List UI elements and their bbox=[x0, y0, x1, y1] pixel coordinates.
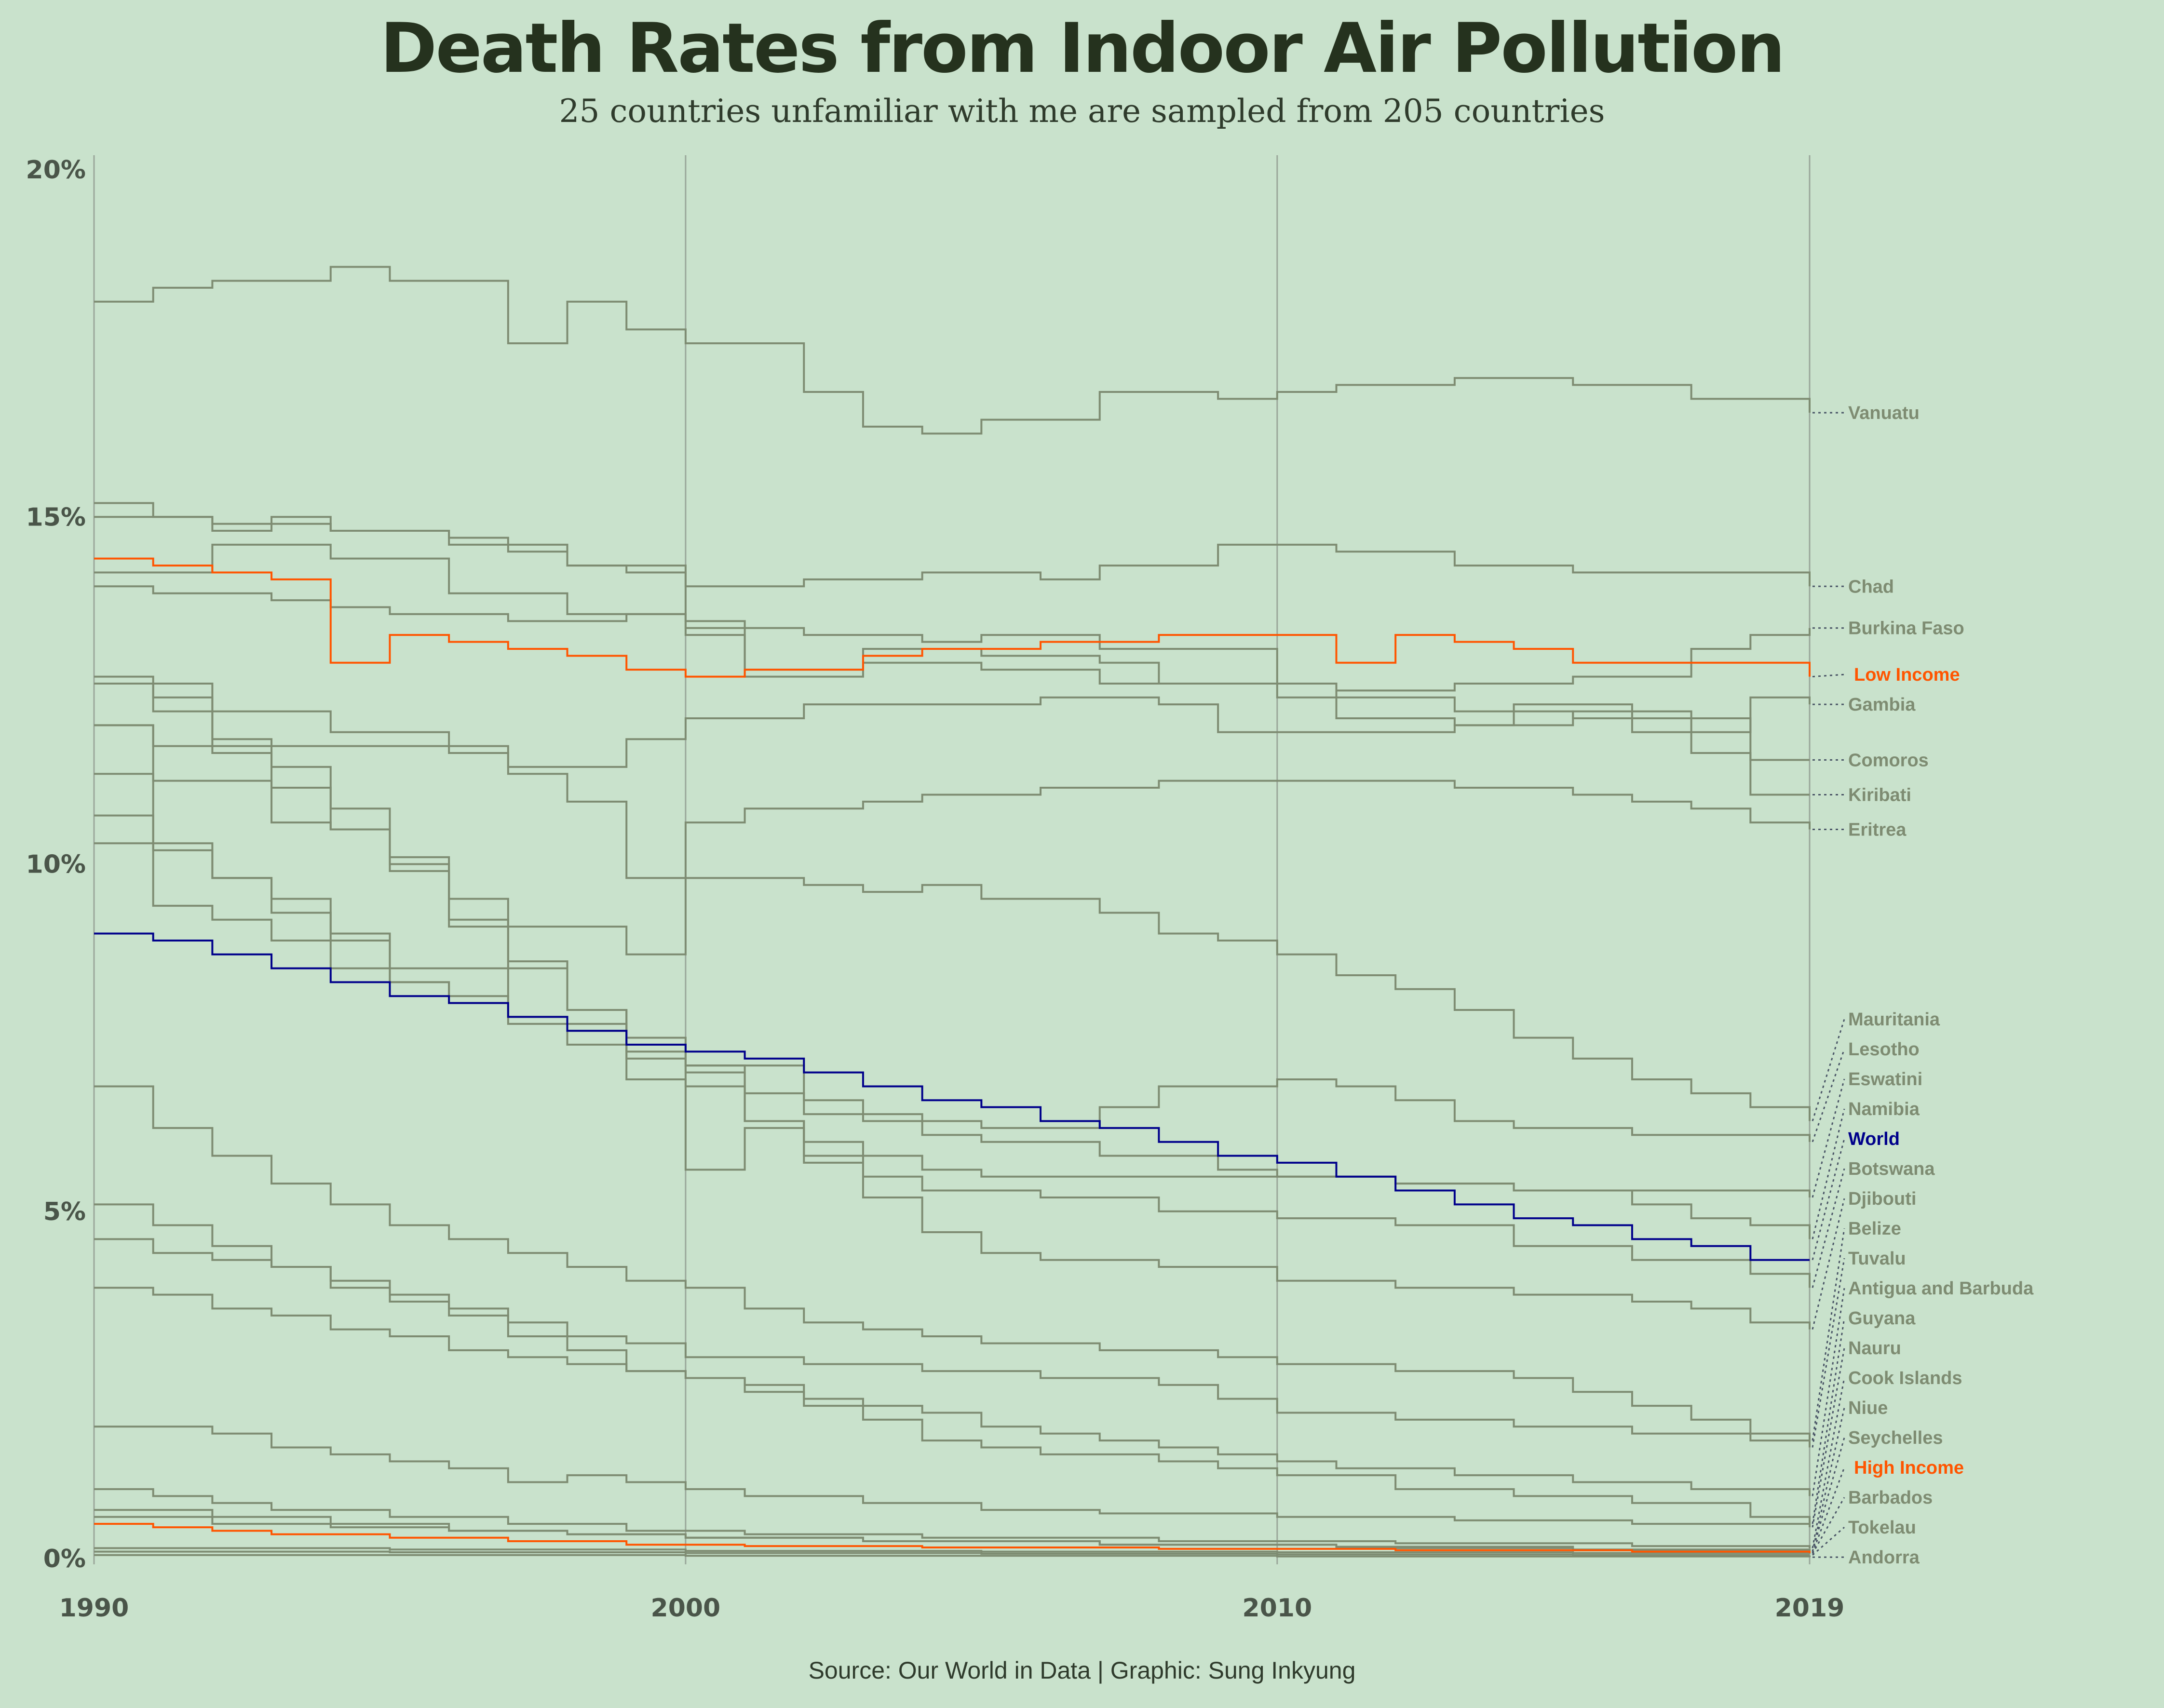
y-tick-label: 0% bbox=[43, 1545, 86, 1574]
series-label-niue: Niue bbox=[1848, 1398, 1888, 1418]
series-line-mauritania bbox=[94, 724, 1811, 1121]
series-line-guyana bbox=[94, 1238, 1811, 1524]
series-line-eritrea bbox=[94, 724, 1811, 879]
series-line-nauru bbox=[94, 1426, 1811, 1528]
series-line-comoros bbox=[94, 682, 1810, 768]
series-line-antigua-and-barbuda bbox=[94, 1287, 1811, 1496]
series-line-kiribati bbox=[94, 585, 1810, 796]
series-label-cook-islands: Cook Islands bbox=[1848, 1368, 1962, 1388]
chart-source: Source: Our World in Data | Graphic: Sun… bbox=[808, 1657, 1356, 1684]
x-tick-label: 2019 bbox=[1775, 1594, 1845, 1623]
series-label-djibouti: Djibouti bbox=[1848, 1189, 1916, 1209]
series-line-vanuatu bbox=[94, 266, 1811, 435]
series-line-tokelau bbox=[94, 1550, 1810, 1556]
series-label-barbados: Barbados bbox=[1848, 1488, 1933, 1508]
series-line-namibia bbox=[94, 842, 1811, 1239]
label-leader-line bbox=[1812, 1288, 1845, 1496]
y-tick-label: 5% bbox=[43, 1197, 86, 1226]
series-line-djibouti bbox=[94, 682, 1811, 1330]
label-leader-line bbox=[1812, 1437, 1845, 1552]
label-layer: Vanuatu Chad Burkina Faso Low Income Gambia C… bbox=[1812, 403, 2034, 1568]
series-line-belize bbox=[94, 1085, 1811, 1441]
x-tick-label: 1990 bbox=[59, 1594, 129, 1623]
y-tick-label: 10% bbox=[26, 850, 86, 879]
label-leader-line bbox=[1812, 1377, 1845, 1548]
label-leader-line bbox=[1812, 1019, 1845, 1121]
label-leader-line bbox=[1812, 1138, 1845, 1260]
label-leader-line bbox=[1812, 1497, 1845, 1554]
y-tick-label: 15% bbox=[26, 503, 86, 532]
series-label-eswatini: Eswatini bbox=[1848, 1069, 1922, 1089]
y-tick-label: 20% bbox=[26, 156, 86, 185]
label-leader-line bbox=[1812, 1347, 1845, 1528]
series-label-tuvalu: Tuvalu bbox=[1848, 1249, 1906, 1269]
label-leader-line bbox=[1812, 1228, 1845, 1441]
series-line-andorra bbox=[94, 1554, 1811, 1558]
series-label-namibia: Namibia bbox=[1848, 1099, 1920, 1119]
series-label-botswana: Botswana bbox=[1848, 1159, 1935, 1179]
label-leader-line bbox=[1812, 1407, 1845, 1552]
series-line-high-income bbox=[94, 1522, 1811, 1553]
series-label-guyana: Guyana bbox=[1848, 1308, 1916, 1329]
series-label-world: World bbox=[1848, 1129, 1900, 1149]
series-line-burkina-faso bbox=[94, 543, 1811, 692]
series-label-tokelau: Tokelau bbox=[1848, 1518, 1916, 1538]
label-leader-line bbox=[1812, 673, 1845, 678]
series-label-eritrea: Eritrea bbox=[1848, 820, 1907, 840]
series-line-eswatini bbox=[94, 814, 1811, 1197]
x-tick-label: 2010 bbox=[1242, 1594, 1312, 1623]
series-line-low-income bbox=[94, 557, 1811, 678]
series-label-nauru: Nauru bbox=[1848, 1338, 1901, 1358]
chart-subtitle: 25 countries unfamiliar with me are samp… bbox=[559, 93, 1605, 130]
series-label-mauritania: Mauritania bbox=[1848, 1009, 1940, 1030]
series-label-high-income: High Income bbox=[1854, 1458, 1964, 1478]
series-label-andorra: Andorra bbox=[1848, 1547, 1920, 1568]
x-tick-label: 2000 bbox=[651, 1594, 721, 1623]
series-line-world bbox=[94, 932, 1810, 1261]
series-line-tuvalu bbox=[94, 1203, 1811, 1448]
label-leader-line bbox=[1812, 1108, 1845, 1239]
series-line-lesotho bbox=[94, 773, 1811, 1142]
series-layer bbox=[94, 266, 1811, 1558]
label-leader-line bbox=[1812, 1526, 1845, 1556]
label-leader-line bbox=[1812, 1049, 1845, 1143]
label-leader-line bbox=[1812, 1467, 1845, 1553]
label-leader-line bbox=[1812, 1198, 1845, 1330]
series-label-lesotho: Lesotho bbox=[1848, 1039, 1920, 1060]
series-label-kiribati: Kiribati bbox=[1848, 785, 1911, 805]
tick-layer: 1990 2000 2010 2019 0% 5% 10% 15% 20% bbox=[26, 156, 1845, 1623]
series-label-vanuatu: Vanuatu bbox=[1848, 403, 1920, 423]
series-label-burkina-faso: Burkina Faso bbox=[1848, 619, 1964, 639]
series-label-gambia: Gambia bbox=[1848, 695, 1916, 715]
series-label-low-income: Low Income bbox=[1854, 665, 1960, 685]
series-label-comoros: Comoros bbox=[1848, 750, 1929, 770]
series-line-seychelles bbox=[94, 1516, 1811, 1552]
label-leader-line bbox=[1812, 1168, 1845, 1288]
series-label-seychelles: Seychelles bbox=[1848, 1428, 1943, 1448]
series-line-chad bbox=[94, 516, 1811, 588]
series-line-gambia bbox=[94, 502, 1811, 733]
series-line-niue bbox=[94, 1509, 1811, 1552]
series-line-barbados bbox=[94, 1547, 1811, 1554]
chart-title: Death Rates from Indoor Air Pollution bbox=[380, 9, 1785, 88]
series-label-antigua-and-barbuda: Antigua and Barbuda bbox=[1848, 1278, 2034, 1299]
series-label-belize: Belize bbox=[1848, 1219, 1901, 1239]
series-line-cook-islands bbox=[94, 1488, 1811, 1548]
series-label-chad: Chad bbox=[1848, 577, 1894, 597]
grid-layer bbox=[93, 155, 1811, 1564]
